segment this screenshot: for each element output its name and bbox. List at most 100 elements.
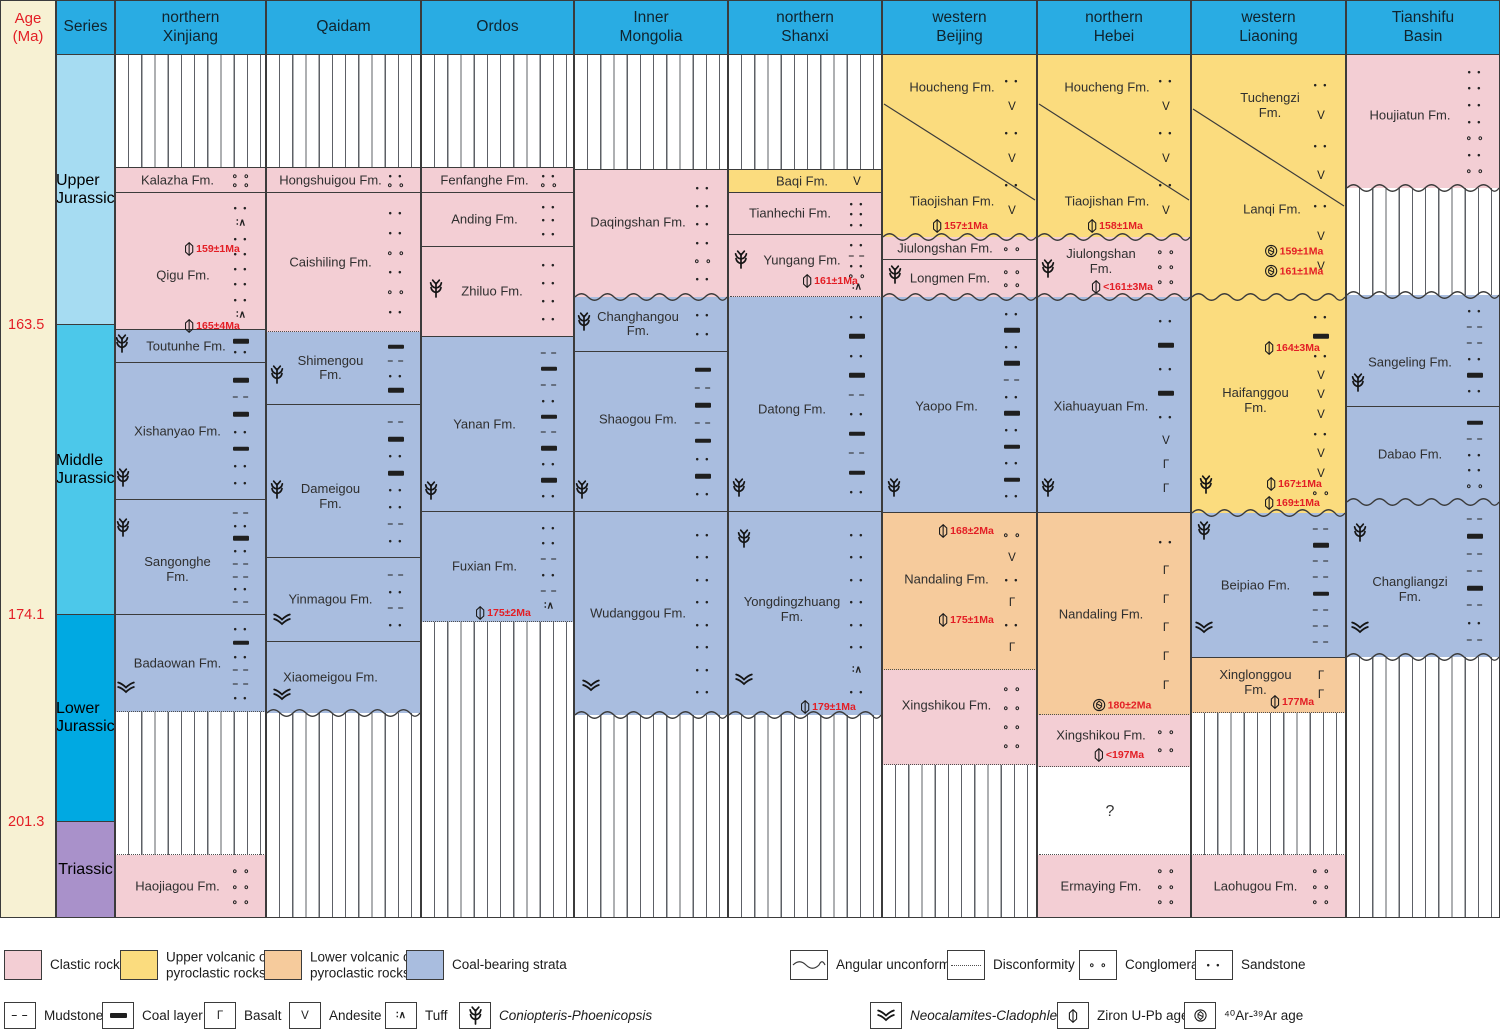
sandstone-symbol: • •: [1158, 412, 1174, 422]
hiatus-gap: [575, 55, 727, 170]
coal-layer-symbol: [1455, 372, 1495, 378]
legend-label-upper-volcanic-or-pyroclastic-rocks: Upper volcanic or pyroclastic rocks: [166, 949, 271, 980]
mudstone-symbol: – –: [232, 678, 250, 690]
boundary-solid: [421, 167, 574, 169]
series-band-label: Triassic: [58, 861, 113, 878]
formation-hongshuigou-fm: [266, 168, 421, 193]
boundary-solid: [421, 511, 574, 513]
sandstone-symbol: • •: [849, 619, 865, 630]
boundary-solid: [266, 557, 421, 559]
age-tick-174-1: 174.1: [8, 607, 45, 623]
coal-bar: [849, 470, 865, 476]
sandstone-symbol: • •: [1004, 391, 1020, 402]
formation-label-dabao-fm: Dabao Fm.: [1377, 446, 1443, 462]
sandstone-symbol: • •: [233, 693, 249, 704]
boundary-disconformity: [1039, 766, 1189, 767]
age-value: 168±2Ma: [950, 525, 994, 537]
sandstone-symbol: • •: [849, 574, 865, 585]
sandstone-symbol: • •: [849, 529, 865, 540]
hiatus-gap: [1347, 657, 1499, 918]
legend-swatch-neocalamites-cladophlebis: [870, 1002, 902, 1029]
legend-label-lower-volcanic-or-pyroclastic-rocks: Lower volcanic or pyroclastic rocks: [310, 949, 415, 980]
andesite-symbol: V: [1317, 448, 1325, 461]
neocalamites-fossil: [1195, 621, 1213, 639]
conglomerate-symbol: ∘ ∘: [1156, 726, 1176, 739]
zircon-icon: [475, 606, 485, 620]
hiatus-gap: [422, 55, 573, 168]
legend: Clastic rocks Upper volcanic or pyroclast…: [0, 918, 1501, 1034]
formation-xinglonggou-fm: [1191, 658, 1346, 713]
sandstone-symbol: • •: [233, 233, 249, 244]
legend-label-conglomerate: Conglomerate: [1125, 957, 1210, 973]
sandstone-symbol: • •: [1467, 149, 1483, 160]
boundary-disconformity: [423, 621, 572, 622]
coniopteris-fossil: [736, 529, 753, 553]
sandstone-symbol: • •: [233, 264, 249, 275]
sandstone-symbol: • •: [1004, 76, 1020, 86]
formation-label-tianhechi-fm: Tianhechi Fm.: [749, 205, 831, 221]
age-value: 164±3Ma: [1276, 342, 1320, 354]
arar-icon: [1264, 264, 1278, 278]
boundary-solid: [421, 246, 574, 248]
formation-label-shaogou-fm: Shaogou Fm.: [598, 411, 678, 427]
age-value: 159±1Ma: [1279, 245, 1324, 257]
coal-layer-symbol: [837, 372, 877, 378]
coniopteris-icon: [1040, 478, 1057, 497]
sandstone-symbol: • •: [695, 529, 711, 540]
legend-label-coal-layer: Coal layer: [142, 1007, 203, 1023]
sandstone-symbol: • •: [849, 198, 865, 209]
coal-bar: [388, 344, 404, 349]
formation-zhiluo-fm: [421, 247, 574, 337]
age-value: <161±3Ma: [1103, 281, 1153, 293]
andesite-symbol: V: [1162, 153, 1170, 165]
neocalamites-fossil: [582, 679, 600, 697]
andesite-symbol: V: [1317, 467, 1325, 480]
coal-bar: [1004, 361, 1020, 366]
neocalamites-fossil: [117, 681, 135, 699]
sandstone-symbol: • •: [233, 584, 249, 595]
coniopteris-icon: [1196, 521, 1213, 540]
column-header-qaidam: Qaidam: [316, 18, 371, 36]
sandstone-symbol: • •: [849, 350, 865, 361]
zircon-age: 159±1Ma: [184, 242, 240, 256]
mudstone-symbol: – –: [1466, 433, 1484, 445]
formation-label-yongdingzhuang-fm: Yongdingzhuang Fm.: [743, 594, 841, 624]
sandstone-symbol: • •: [695, 687, 711, 698]
conglomerate-symbol: ∘ ∘: [1465, 165, 1485, 178]
sandstone-symbol: • •: [388, 620, 404, 631]
age-value: 157±1Ma: [944, 220, 988, 232]
coal-layer-symbol: [1301, 591, 1341, 596]
hiatus-gap: [267, 713, 420, 918]
basalt-glyph: Γ: [216, 1009, 224, 1022]
sandstone-symbol: • •: [541, 228, 557, 239]
coal-layer-symbol: [992, 361, 1032, 366]
conglomerate-symbol: ∘ ∘: [386, 178, 406, 191]
boundary-solid: [266, 192, 421, 194]
zircon-icon: [1266, 477, 1276, 491]
conglomerate-symbol: ∘ ∘: [231, 880, 251, 893]
neocalamites-icon: [1351, 621, 1369, 634]
sandstone-symbol: • •: [388, 485, 404, 495]
sandstone-symbol: • •: [695, 642, 711, 653]
formation-xingshikou-fm: [882, 670, 1037, 765]
sandstone-symbol: • •: [695, 310, 711, 321]
sandstone-symbol: • •: [695, 237, 711, 248]
zircon-icon: [184, 242, 194, 256]
coniopteris-icon: [574, 480, 591, 499]
formation-label-caishiling-fm: Caishiling Fm.: [289, 254, 372, 270]
mudstone-glyph: – –: [11, 1010, 29, 1021]
sandstone-symbol: • •: [233, 623, 249, 634]
formation-label-sangeling-fm: Sangeling Fm.: [1368, 354, 1452, 370]
age-value: 180±2Ma: [1107, 699, 1152, 711]
zircon-icon: [938, 613, 948, 627]
age-value: 175±2Ma: [487, 607, 531, 619]
andesite-symbol: V: [853, 175, 861, 188]
conglomerate-symbol: ∘ ∘: [1311, 896, 1331, 909]
coal-layer-symbol: [992, 444, 1032, 449]
sandstone-symbol: • •: [849, 209, 865, 219]
arar-icon: [1092, 698, 1106, 712]
coniopteris-icon: [114, 334, 131, 353]
coniopteris-fossil: [1196, 521, 1213, 545]
sandstone-symbol: • •: [1158, 316, 1174, 326]
formation-yanan-fm: [421, 337, 574, 512]
